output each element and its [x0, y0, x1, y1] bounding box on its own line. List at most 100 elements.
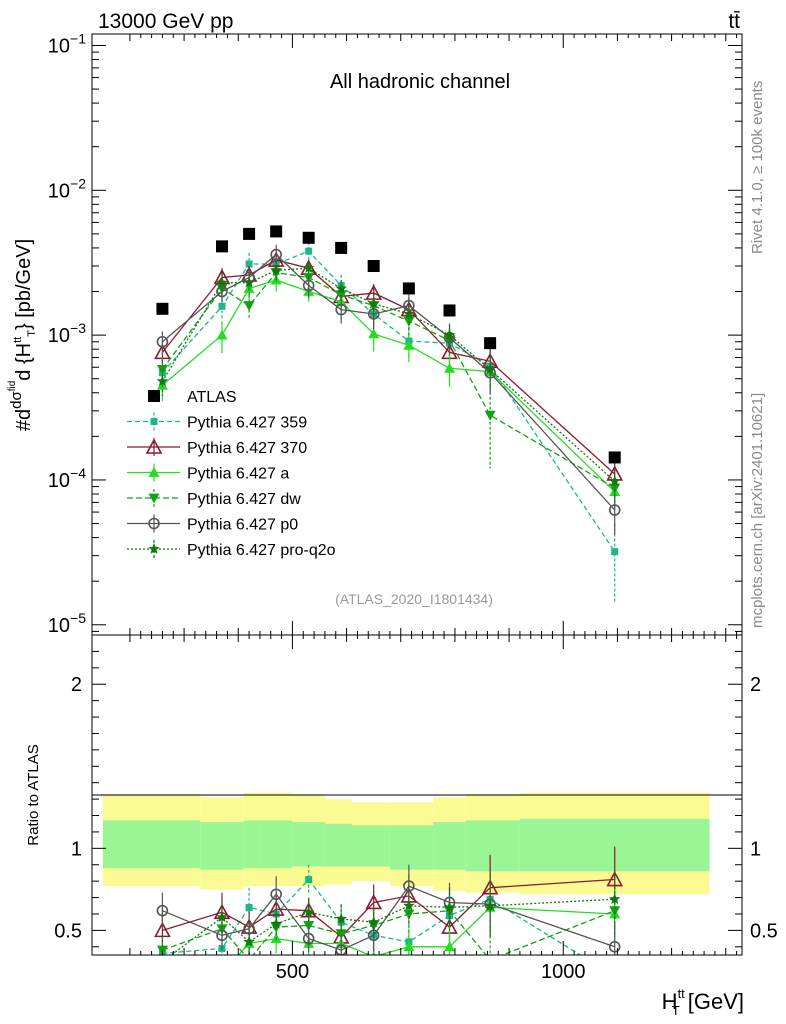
ratio-point [609, 893, 621, 905]
xlabel-sub: T [672, 1003, 680, 1018]
data-point [156, 302, 169, 315]
legend-item-p359: Pythia 6.427 359 [127, 412, 307, 432]
data-point [245, 260, 253, 268]
legend-label: Pythia 6.427 359 [187, 415, 307, 432]
ratio-point [156, 904, 169, 917]
data-point [335, 241, 348, 254]
ratio-point [606, 870, 624, 887]
legend-label: ATLAS [187, 389, 237, 406]
data-point [243, 227, 256, 240]
data-point [403, 308, 415, 319]
ratio-y-tick-label-left: 1 [71, 838, 82, 860]
ratio-line [162, 885, 615, 951]
data-point [484, 363, 496, 375]
data-point [484, 410, 496, 421]
inner-band-segment [352, 825, 390, 867]
ratio-point [303, 906, 315, 918]
analysis-id-label: (ATLAS_2020_I1801434) [335, 591, 493, 607]
series-line [161, 279, 616, 493]
tick-exponent: −5 [70, 610, 86, 626]
legend-marker [145, 438, 163, 454]
tick-exponent: −1 [70, 30, 86, 46]
main-y-tick-label: 10−5 [48, 610, 86, 637]
legend-marker [148, 517, 160, 530]
ratio-line [162, 910, 615, 955]
ylabel-den: d {H [13, 343, 35, 381]
data-point [443, 304, 456, 317]
ylabel-suffix: } [pb/GeV] [13, 239, 35, 330]
data-point [270, 248, 282, 261]
legend-marker [148, 543, 160, 554]
ratio-point [609, 906, 621, 917]
data-point [484, 337, 497, 350]
data-point [368, 328, 380, 339]
data-point [156, 335, 169, 348]
xlabel-main: H [662, 989, 678, 1014]
ratio-y-tick-labels: 0.5 0.5 1 1 2 2 [54, 674, 778, 942]
series-pq2o [156, 260, 621, 498]
series-line [161, 267, 616, 482]
series-atlas [156, 225, 621, 464]
legend: ATLAS Pythia 6.427 359 Pythia 6.427 370 Pyt… [127, 389, 336, 559]
inner-band-segment [465, 820, 520, 872]
legend-label: Pythia 6.427 p0 [187, 517, 298, 534]
main-y-tick-labels: 10−510−410−310−210−1 [48, 30, 86, 636]
ratio-point [157, 958, 168, 968]
ratio-point [217, 968, 228, 978]
data-point [403, 339, 415, 350]
data-point [403, 316, 415, 327]
legend-item-p370: Pythia 6.427 370 [127, 438, 307, 457]
ratio-point [335, 912, 347, 924]
main-y-axis-label: #ddσfidd {HttT} [pb/GeV] [7, 239, 38, 431]
ratio-point [608, 940, 621, 953]
ratio-point [216, 911, 228, 923]
legend-item-pq2o: Pythia 6.427 pro-q2o [127, 540, 336, 559]
ratio-point [403, 909, 415, 920]
legend-item-atlas: ATLAS [148, 389, 237, 406]
legend-label: Pythia 6.427 a [187, 466, 289, 483]
tick-exponent: −3 [70, 320, 86, 336]
data-point [335, 282, 347, 294]
data-point [216, 240, 228, 253]
main-y-tick-label: 10−1 [48, 30, 86, 57]
data-point [302, 279, 315, 292]
tick-base: 10 [48, 470, 70, 492]
x-tick-label: 500 [276, 961, 309, 983]
inner-band-segment [259, 820, 293, 869]
tick-exponent: −4 [70, 465, 86, 481]
legend-marker [150, 418, 158, 425]
ratio-point [302, 932, 315, 945]
beam-label: 13000 GeV pp [98, 10, 233, 33]
ylabel-num-sup: fid [7, 381, 18, 392]
inner-band-segment [102, 820, 201, 869]
data-point [367, 260, 380, 273]
ylabel-den-sub: T [26, 330, 38, 337]
data-point [305, 247, 313, 255]
ratio-frame [91, 634, 743, 956]
legend-label: Pythia 6.427 pro-q2o [187, 542, 336, 559]
ratio-point [270, 917, 282, 929]
legend-item-pp0: Pythia 6.427 p0 [127, 514, 298, 534]
inner-band-segment [324, 823, 352, 867]
ratio-y-tick-label-left: 0.5 [54, 920, 82, 942]
data-point [218, 302, 226, 310]
inner-band-segment [389, 825, 434, 870]
ratio-point [403, 941, 415, 952]
tick-base: 10 [48, 615, 70, 637]
ratio-y-tick-label-right: 1 [750, 838, 761, 860]
ratio-line [162, 878, 582, 955]
xlabel-sup: tt [678, 986, 686, 1001]
ratio-point [485, 956, 496, 966]
inner-band-segment [200, 822, 244, 870]
xlabel-unit: [GeV] [688, 989, 744, 1014]
main-y-tick-label: 10−2 [48, 175, 86, 202]
inner-band-segment [292, 822, 325, 867]
ratio-point [270, 888, 282, 901]
main-y-tick-label: 10−3 [48, 320, 86, 347]
data-point [243, 301, 255, 312]
ylabel-den-sup: tt [12, 337, 24, 343]
main-y-tick-label: 10−4 [48, 465, 86, 492]
ratio-y-tick-label-right: 0.5 [750, 920, 778, 942]
ratio-point [368, 916, 380, 927]
